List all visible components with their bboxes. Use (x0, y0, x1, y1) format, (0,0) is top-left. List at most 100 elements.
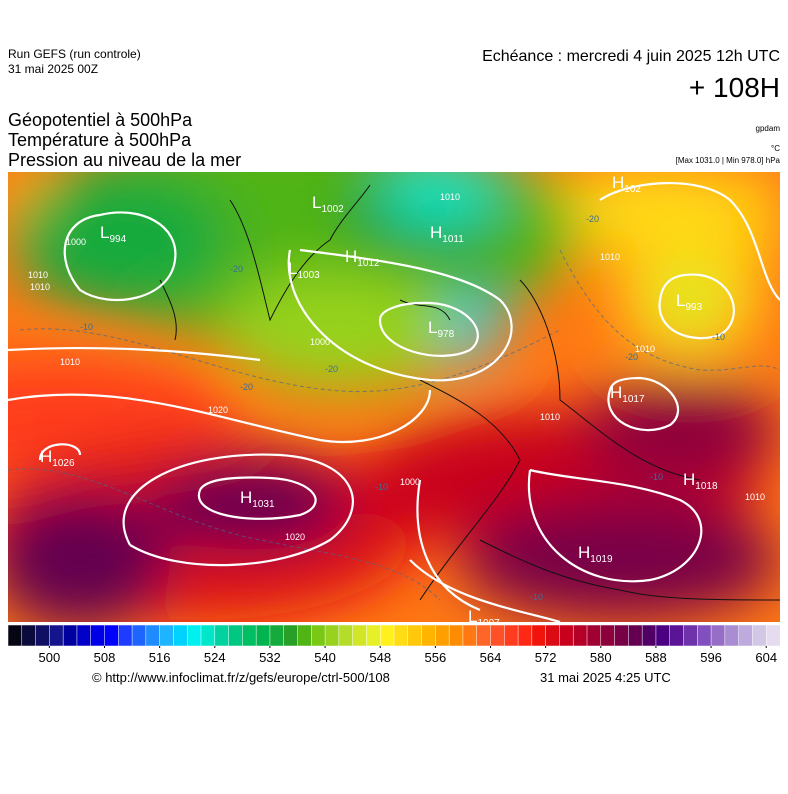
echeance: Echéance : mercredi 4 juin 2025 12h UTC (482, 48, 780, 65)
center-kind: H (345, 247, 357, 266)
colorbar-cell (421, 624, 436, 647)
colorbar-cell (366, 624, 381, 647)
colorbar-cell (242, 624, 257, 647)
center-pressure: 978 (437, 329, 454, 340)
pressure-center: H1011 (430, 223, 464, 245)
center-kind: H (610, 383, 622, 402)
map (8, 172, 780, 622)
center-kind: L (288, 259, 297, 278)
colorbar-cell (765, 624, 781, 647)
source-url: © http://www.infoclimat.fr/z/gefs/europe… (92, 670, 390, 685)
colorbar-tick-label: 556 (425, 650, 447, 665)
colorbar-cell (21, 624, 37, 647)
colorbar-cell (49, 624, 64, 647)
center-kind: H (578, 543, 590, 562)
colorbar: 500 508 516 524 532 540 548 556 564 572 580 588 596 6… (7, 624, 781, 665)
colorbar-cell (738, 624, 753, 647)
run: Run GEFS (run controle) (8, 47, 141, 61)
colorbar-cell (269, 624, 285, 647)
colorbar-cell (683, 624, 698, 647)
colorbar-cell (752, 624, 767, 647)
colorbar-tick-label: 540 (314, 650, 336, 665)
isotherm-label: -20 (586, 214, 599, 224)
center-kind: H (40, 447, 52, 466)
pressure-center: H1017 (610, 383, 645, 405)
colorbar-tick-label: 500 (39, 650, 61, 665)
contour-labels: 1000 1010 1010 1000 1010 1020 1010 1010 1000 1010… (28, 192, 765, 602)
colorbar-cell (352, 624, 367, 647)
colorbar-cell (338, 624, 354, 647)
colorbar-cell (173, 624, 188, 647)
pressure-center: H1026 (40, 447, 75, 469)
colorbar-tick-label: 508 (94, 650, 116, 665)
center-kind: H (430, 223, 442, 242)
isotherm-label: -10 (712, 332, 725, 342)
pressure-center: H1018 (683, 470, 718, 492)
colorbar-cell (283, 624, 299, 647)
center-kind: H (240, 488, 252, 507)
isotherm-label: -20 (230, 264, 243, 274)
colorbar-cell (311, 624, 326, 647)
colorbar-cell (62, 624, 78, 647)
isobar-label: 1010 (28, 270, 48, 280)
pressure-center: L1007 (468, 607, 500, 629)
colorbar-cell (655, 624, 671, 647)
colorbar-cell (628, 624, 643, 647)
colorbar-tick-label: 532 (259, 650, 281, 665)
isobar-label: 1010 (440, 192, 460, 202)
colorbar-cell (118, 624, 133, 647)
colorbar-cell (7, 624, 23, 647)
colorbar-tick-label: 588 (645, 650, 667, 665)
colorbar-cell (614, 624, 629, 647)
center-pressure: 1002 (321, 204, 344, 215)
center-pressure: 1018 (695, 481, 718, 492)
pressure-center: H102 (612, 173, 641, 195)
colorbar-cell (255, 624, 271, 647)
colorbar-cell (669, 624, 685, 647)
isobar-label: 1000 (66, 237, 86, 247)
colorbar-cell (490, 624, 505, 647)
colorbar-cell (600, 624, 616, 647)
isotherm-label: -20 (240, 382, 253, 392)
pressure-center: L1003 (288, 259, 320, 281)
colorbar-cell (724, 624, 740, 647)
colorbar-tick-label: 580 (590, 650, 612, 665)
colorbar-cell (324, 624, 340, 647)
colorbar-cell (517, 624, 533, 647)
center-pressure: 102 (624, 184, 641, 195)
colorbar-cell (90, 624, 106, 647)
center-pressure: 1011 (442, 234, 464, 245)
colorbar-tick-label: 596 (700, 650, 722, 665)
pressure-center: L1002 (312, 193, 344, 215)
center-kind: L (676, 291, 685, 310)
colorbar-cell (572, 624, 588, 647)
colorbar-cell (131, 624, 147, 647)
isobar-label: 1010 (60, 357, 80, 367)
colorbar-cell (462, 624, 478, 647)
colorbar-cell (228, 624, 243, 647)
colorbar-cell (559, 624, 574, 647)
center-kind: H (683, 470, 695, 489)
colorbar-cell (476, 624, 492, 647)
isotherm-label: -10 (530, 592, 543, 602)
isotherm-label: -20 (325, 364, 338, 374)
center-pressure: 993 (685, 302, 702, 313)
isotherm-label: -10 (650, 472, 663, 482)
title: Pression au niveau de la mer (8, 150, 241, 170)
colorbar-cell (76, 624, 92, 647)
center-pressure: 1007 (477, 618, 500, 629)
pressure-center: L993 (676, 291, 703, 313)
center-pressure: 1017 (622, 394, 645, 405)
colorbar-cell (641, 624, 657, 647)
colorbar-cell (159, 624, 174, 647)
run-date: 31 mai 2025 00Z (8, 62, 98, 76)
colorbar-tick-label: 524 (204, 650, 226, 665)
colorbar-cell (710, 624, 726, 647)
isobar-label: 1010 (30, 282, 50, 292)
colorbar-cell (407, 624, 423, 647)
colorbar-cell (448, 624, 464, 647)
isotherm-label: -10 (375, 482, 388, 492)
colorbar-cell (297, 624, 312, 647)
title: Géopotentiel à 500hPa (8, 110, 193, 130)
